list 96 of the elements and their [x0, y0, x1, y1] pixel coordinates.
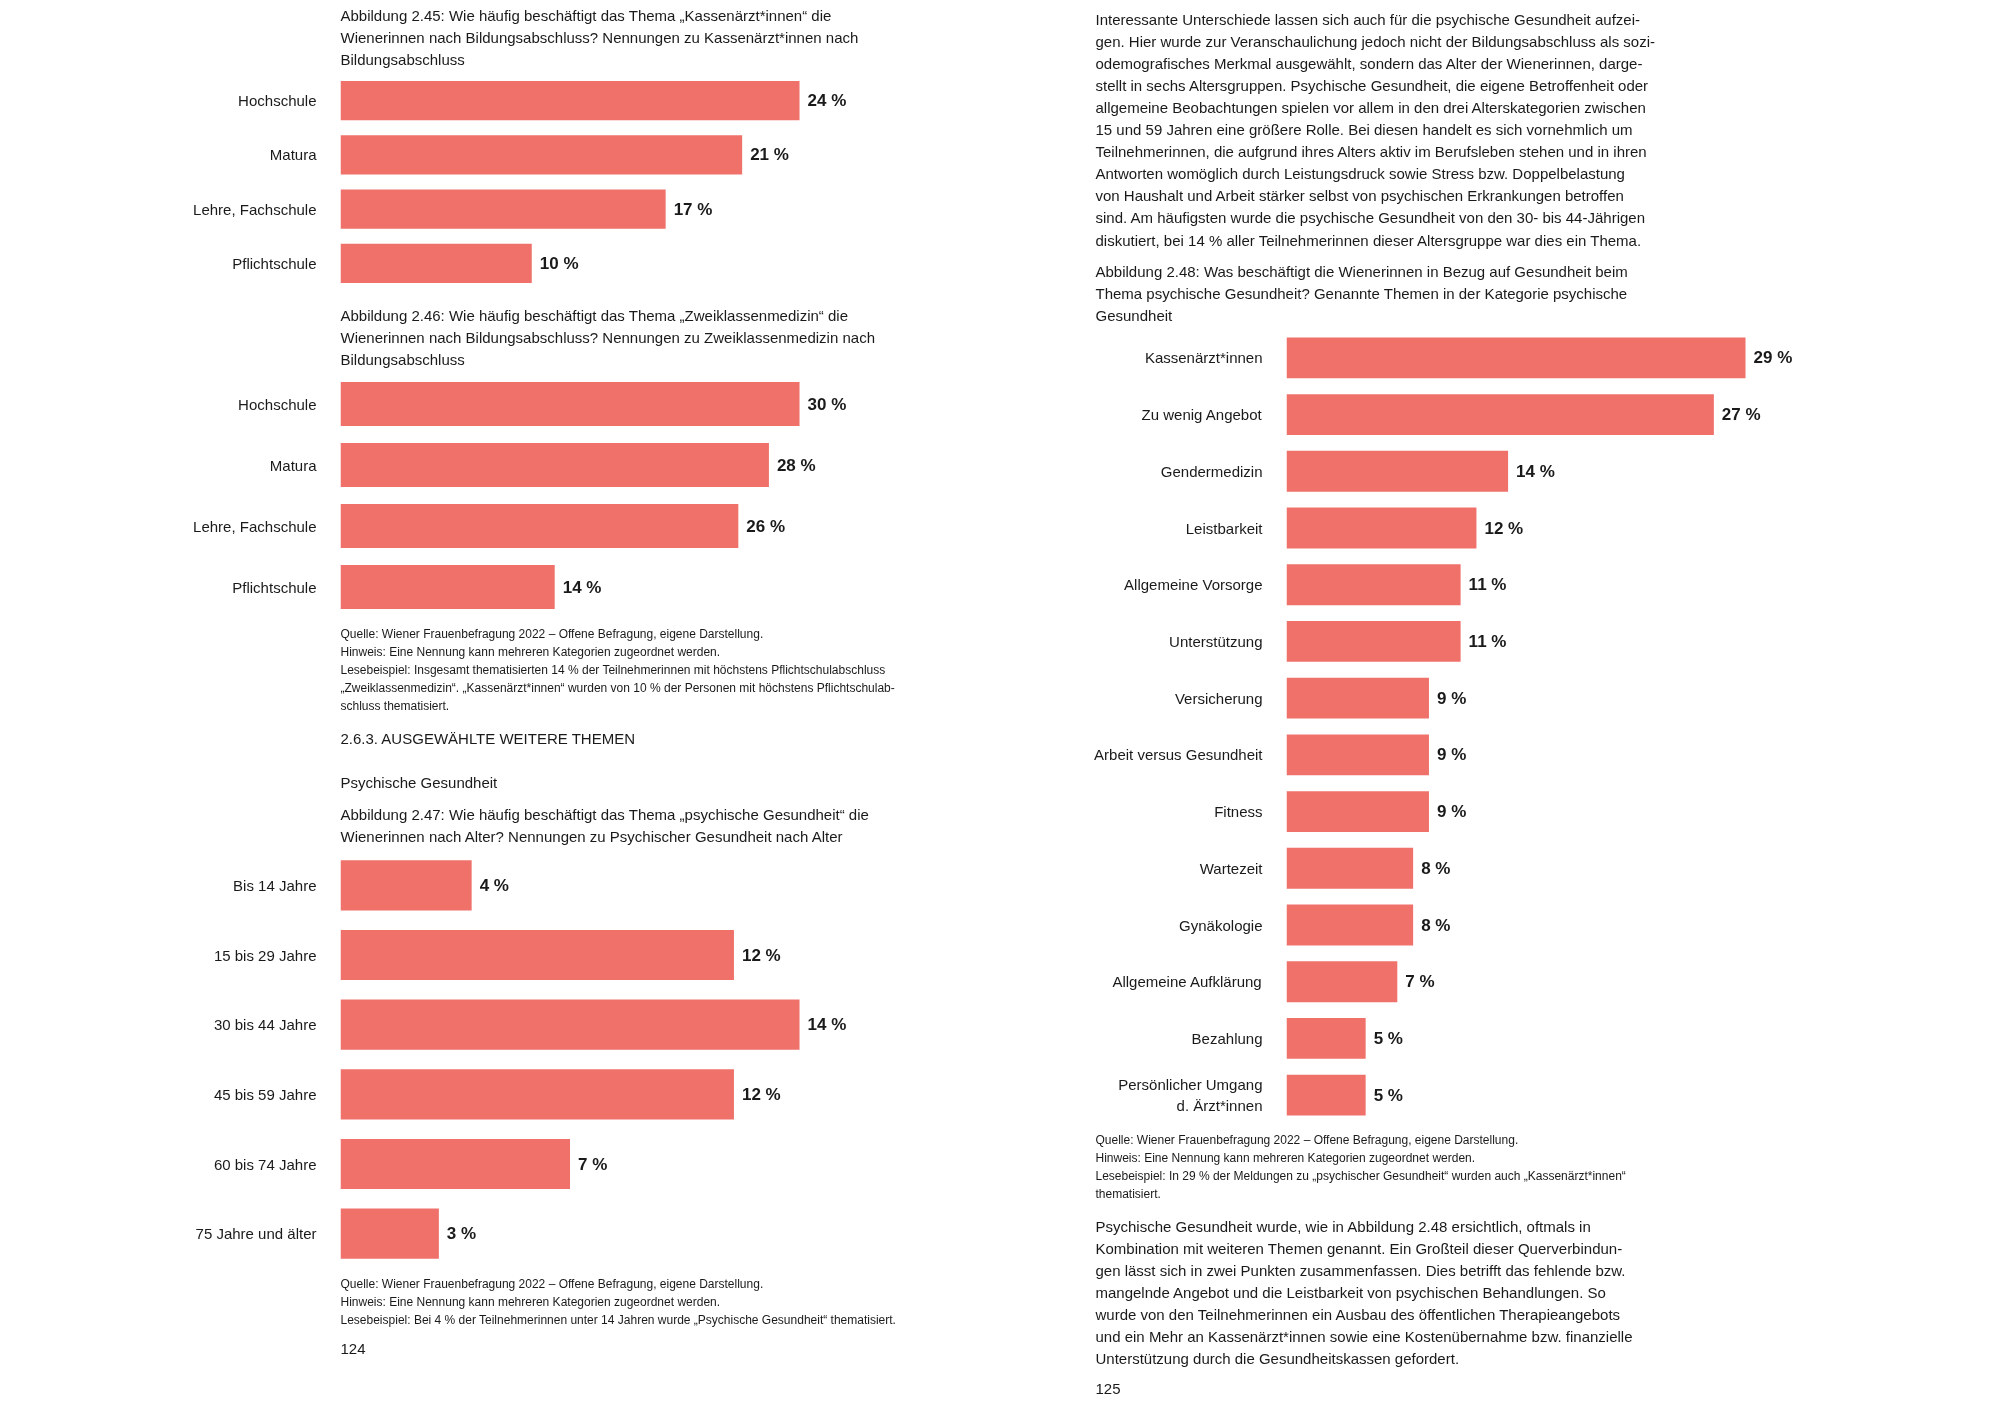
data-label: 14 % [807, 1015, 847, 1035]
bar [1286, 677, 1429, 719]
y-tick-label: Allgemeine Vorsorge [1124, 576, 1263, 594]
y-tick-label: Lehre, Fachschule [193, 517, 317, 535]
bar [1286, 734, 1429, 776]
bar [340, 382, 800, 426]
y-tick-label: Pflichtschule [232, 578, 317, 596]
y-tick-label: Allgemeine Aufklärung [1112, 973, 1262, 991]
bar [1286, 847, 1414, 889]
y-tick-label: Hochschule [238, 92, 317, 110]
bar [1286, 564, 1461, 606]
bar [340, 1138, 571, 1190]
y-tick-label: Unterstützung [1169, 632, 1263, 650]
bar [340, 999, 800, 1050]
data-label: 8 % [1421, 915, 1451, 935]
y-tick-label: Bezahlung [1191, 1029, 1263, 1047]
chart-title: Abbildung 2.47: Wie häufig beschäftigt das Thema „psychische Gesundheit“ die Wienerinnen nach Alter? Nennungen zu Psychischer Gesundheit nach Alter [340, 806, 869, 846]
y-tick-label: 15 bis 29 Jahre [213, 946, 317, 964]
bar [340, 189, 666, 229]
bar [1286, 394, 1714, 435]
data-label: 5 % [1373, 1085, 1403, 1105]
data-label: 14 % [1516, 461, 1555, 481]
bar [340, 565, 555, 609]
data-label: 30 % [807, 394, 847, 414]
source-note: Quelle: Wiener Frauenbefragung 2022 – Offene Befragung, eigene Darstellung. Hinweis: Eine Nennung kann mehreren Kategorien zugeordnet werden. Lesebeispiel: In 29 % der Meldungen zu „psychischer Gesundheit“ wurden auch „Kassenärzt*innen“ thematisiert. [1095, 1132, 1626, 1202]
data-label: 28 % [776, 455, 816, 475]
y-tick-label: Hochschule [238, 395, 317, 413]
data-label: 8 % [1421, 858, 1451, 878]
data-label: 26 % [746, 516, 786, 536]
data-label: 24 % [807, 91, 847, 111]
data-label: 29 % [1753, 348, 1793, 368]
data-label: 12 % [741, 945, 781, 965]
data-label: 9 % [1436, 802, 1467, 822]
y-tick-label: Matura [269, 146, 318, 164]
y-tick-label: Persönlicher Umgang d. Ärzt*innen [1118, 1076, 1263, 1114]
data-label: 4 % [479, 875, 509, 895]
bar [340, 81, 800, 121]
bar [1286, 961, 1398, 1003]
y-tick-label: Wartezeit [1199, 859, 1264, 877]
text: Psychische Gesundheit wurde, wie in Abbildung 2.48 ersichtlich, oftmals in Kombination mit weiteren Themen genannt. Ein Großteil dieser Querverbindun- gen lässt sich in zwei Punkten zusammenfassen. Dies betrifft das fehlende bzw. mangelnde Angebot und die Leistbarkeit von psychischen Behandlungen. So wurde von den Teilnehmerinnen ein Ausbau des öffentlichen Therapieangebots und ein Mehr an Kassenärzt*innen sowie eine Kostenübernahme bzw. finanzielle Unterstützung durch die Gesundheitskassen gefordert. [1094, 1217, 1633, 1368]
text: Interessante Unterschiede lassen sich auch für die psychische Gesundheit aufzei- gen. Hier wurde zur Veranschaulichung jedoch nicht der Bildungsabschluss als sozi- odemografisches Merkmal ausgewählt, sondern das Alter der Wienerinnen, darge- stellt in sechs Altersgruppen. Psychische Gesundheit, die eigene Betroffenheit oder allgemeine Beobachtungen spielen vor allem in den drei Alterskategorien zwischen 15 und 59 Jahren eine größere Rolle. Bei diesen handelt es sich vornehmlich um Teilnehmerinnen, die aufgrund ihres Alters aktiv im Berufsleben stehen und in ihren Antworten womöglich durch Leistungsdruck sowie Stress bzw. Doppelbelastung von Haushalt und Arbeit stärker selbst von psychischen Erkrankungen betroffen sind. Am häufigsten wurde die psychische Gesundheit von den 30- bis 44-Jährigen diskutiert, bei 14 % aller Teilnehmerinnen dieser Altersgruppe war dies ein Thema. [1095, 10, 1655, 249]
data-label: 7 % [1405, 972, 1435, 992]
data-label: 11 % [1468, 575, 1507, 595]
chart-title: Abbildung 2.46: Wie häufig beschäftigt das Thema „Zweiklassenmedizin“ die Wienerinnen nach Bildungsabschluss? Nennungen zu Zweiklassenmedizin nach Bildungsabschluss [340, 307, 875, 369]
bar [1286, 337, 1746, 379]
data-label: 21 % [750, 145, 789, 165]
chart-title: Abbildung 2.45: Wie häufig beschäftigt das Thema „Kassenärzt*innen“ die Wienerinnen nach Bildungsabschluss? Nennungen zu Kassenärzt*innen nach Bildungsabschluss [340, 7, 859, 69]
y-tick-label: 75 Jahre und älter [195, 1225, 317, 1243]
text: 2.6.3. AUSGEWÄHLTE WEITERE THEMEN Psychische Gesundheit [340, 730, 636, 792]
data-label: 27 % [1721, 405, 1761, 425]
data-label: 9 % [1436, 688, 1467, 708]
y-tick-label: Kassenärzt*innen [1144, 349, 1263, 367]
source-note: Quelle: Wiener Frauenbefragung 2022 – Offene Befragung, eigene Darstellung. Hinweis: Eine Nennung kann mehreren Kategorien zugeordnet werden. Lesebeispiel: Insgesamt thematisierten 14 % der Teilnehmerinnen mit höchstens Pflichtschulabschluss „Zweiklassenmedizin“. „Kassenärzt*innen“ wurden von 10 % der Personen mit höchstens Pflichtschulab- schluss thematisiert. [340, 626, 895, 714]
data-label: 17 % [673, 199, 713, 219]
bar [1286, 1074, 1366, 1116]
data-label: 12 % [1484, 518, 1524, 538]
y-tick-label: Fitness [1214, 803, 1263, 821]
y-tick-label: Bis 14 Jahre [233, 876, 317, 894]
y-tick-label: Versicherung [1174, 689, 1263, 707]
data-label: 10 % [539, 253, 579, 273]
bar [1286, 904, 1414, 946]
bar [340, 929, 734, 981]
source-note: Quelle: Wiener Frauenbefragung 2022 – Offene Befragung, eigene Darstellung. Hinweis: Eine Nennung kann mehreren Kategorien zugeordnet werden. Lesebeispiel: Bei 4 % der Teilnehmerinnen unter 14 Jahren wurde „Psychische Gesundheit“ thematisiert. [340, 1277, 896, 1328]
y-tick-label: 30 bis 44 Jahre [213, 1016, 317, 1034]
data-label: 7 % [578, 1154, 608, 1174]
data-label: 14 % [562, 577, 602, 597]
y-tick-label: 60 bis 74 Jahre [213, 1155, 317, 1173]
y-tick-label: 45 bis 59 Jahre [213, 1085, 317, 1103]
y-tick-label: Matura [269, 456, 318, 474]
bar [340, 243, 532, 283]
y-tick-label: Arbeit versus Gesundheit [1094, 746, 1264, 764]
bar [1286, 791, 1429, 832]
bar [1286, 1018, 1366, 1059]
bar [1286, 450, 1509, 492]
bar [340, 1069, 734, 1120]
bar [340, 135, 743, 175]
bar [340, 504, 739, 548]
chart-title: Abbildung 2.48: Was beschäftigt die Wienerinnen in Bezug auf Gesundheit beim Thema psychische Gesundheit? Genannte Themen in der Kategorie psychische Gesundheit [1095, 263, 1628, 325]
bar [340, 860, 472, 911]
y-tick-label: Leistbarkeit [1185, 519, 1264, 537]
data-label: 12 % [741, 1084, 781, 1104]
bar [340, 1208, 439, 1259]
text: 125 [1095, 1379, 1121, 1397]
data-label: 5 % [1373, 1028, 1403, 1048]
text: 124 [340, 1339, 366, 1357]
y-tick-label: Pflichtschule [232, 254, 317, 272]
bar [1286, 621, 1461, 662]
y-tick-label: Lehre, Fachschule [193, 200, 317, 218]
data-label: 11 % [1468, 631, 1507, 651]
y-tick-label: Zu wenig Angebot [1141, 406, 1263, 424]
y-tick-label: Gynäkologie [1179, 916, 1263, 934]
bar [340, 443, 769, 487]
y-tick-label: Gendermedizin [1160, 462, 1263, 480]
data-label: 9 % [1436, 745, 1467, 765]
data-label: 3 % [446, 1224, 477, 1244]
bar [1286, 507, 1477, 549]
